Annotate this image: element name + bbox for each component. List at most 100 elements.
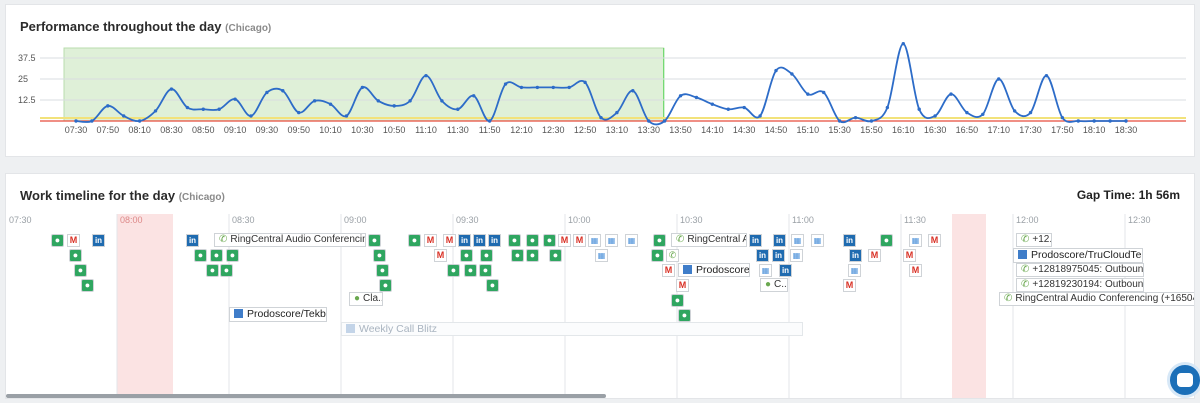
- gmail-icon[interactable]: M: [443, 234, 456, 247]
- gmail-icon[interactable]: M: [573, 234, 586, 247]
- hangouts-icon[interactable]: ●: [526, 234, 539, 247]
- linkedin-icon[interactable]: in: [488, 234, 501, 247]
- data-point: [631, 89, 635, 93]
- calendar-icon[interactable]: ▦: [848, 264, 861, 277]
- hangouts-icon[interactable]: ●: [368, 234, 381, 247]
- linkedin-icon[interactable]: in: [458, 234, 471, 247]
- data-point: [440, 99, 444, 103]
- hangouts-icon[interactable]: ●: [447, 264, 460, 277]
- gmail-icon[interactable]: M: [928, 234, 941, 247]
- linkedin-icon[interactable]: in: [749, 234, 762, 247]
- data-point: [201, 107, 205, 111]
- event-c[interactable]: ●C...: [760, 278, 788, 292]
- gmail-icon[interactable]: M: [558, 234, 571, 247]
- linkedin-icon[interactable]: in: [473, 234, 486, 247]
- hangouts-icon[interactable]: ●: [651, 249, 664, 262]
- phone-icon: ✆: [1021, 234, 1030, 245]
- gmail-icon[interactable]: M: [843, 279, 856, 292]
- calendar-icon[interactable]: ▦: [595, 249, 608, 262]
- event-cla[interactable]: ●Cla...: [349, 292, 383, 306]
- gmail-icon[interactable]: M: [424, 234, 437, 247]
- hangouts-icon[interactable]: ●: [460, 249, 473, 262]
- data-point: [328, 102, 333, 106]
- hangouts-icon[interactable]: ●: [51, 234, 64, 247]
- data-point: [599, 115, 603, 120]
- event-phone-12[interactable]: ✆+12...: [1016, 233, 1052, 247]
- calendar-icon[interactable]: ▦: [909, 234, 922, 247]
- x-tick-label: 09:10: [224, 125, 247, 135]
- gmail-icon[interactable]: M: [903, 249, 916, 262]
- hangouts-icon[interactable]: ●: [194, 249, 207, 262]
- linkedin-icon[interactable]: in: [849, 249, 862, 262]
- gmail-icon[interactable]: M: [662, 264, 675, 277]
- linkedin-icon[interactable]: in: [773, 234, 786, 247]
- gmail-icon[interactable]: M: [67, 234, 80, 247]
- hangouts-icon[interactable]: ●: [678, 309, 691, 322]
- data-point: [678, 94, 683, 98]
- event-weekly-call-blitz[interactable]: Weekly Call Blitz: [341, 322, 803, 336]
- hangouts-icon[interactable]: ●: [653, 234, 666, 247]
- data-point: [885, 105, 890, 110]
- horizontal-scrollbar[interactable]: [6, 394, 606, 398]
- calendar-icon[interactable]: ▦: [625, 234, 638, 247]
- hangouts-icon[interactable]: ●: [373, 249, 386, 262]
- gap-band: [952, 214, 986, 398]
- hangouts-icon[interactable]: ●: [880, 234, 893, 247]
- event-ringcentral-3[interactable]: ✆RingCentral Audio Conferencing (+165041…: [999, 292, 1194, 306]
- linkedin-icon[interactable]: in: [779, 264, 792, 277]
- project-tekboom[interactable]: Prodoscore/Tekboom: [229, 307, 327, 322]
- linkedin-icon[interactable]: in: [756, 249, 769, 262]
- hangouts-icon[interactable]: ●: [486, 279, 499, 292]
- hangouts-icon[interactable]: ●: [379, 279, 392, 292]
- calendar-icon[interactable]: ▦: [759, 264, 772, 277]
- project-short[interactable]: Prodoscore/...: [678, 263, 750, 277]
- gmail-icon[interactable]: M: [434, 249, 447, 262]
- event-label: Prodoscore/...: [696, 264, 750, 276]
- time-label: 10:30: [680, 215, 703, 225]
- hangouts-icon[interactable]: ●: [543, 234, 556, 247]
- hangouts-icon[interactable]: ●: [69, 249, 82, 262]
- project-icon: [1018, 250, 1027, 259]
- linkedin-icon[interactable]: in: [843, 234, 856, 247]
- linkedin-icon[interactable]: in: [772, 249, 785, 262]
- assistant-bot-button[interactable]: [1167, 362, 1200, 398]
- data-point: [217, 107, 221, 111]
- gmail-icon[interactable]: M: [868, 249, 881, 262]
- linkedin-icon[interactable]: in: [186, 234, 199, 247]
- hangouts-icon[interactable]: ●: [206, 264, 219, 277]
- data-point: [742, 105, 746, 110]
- hangouts-icon[interactable]: ●: [81, 279, 94, 292]
- x-tick-label: 11:10: [415, 125, 437, 135]
- hangouts-icon[interactable]: ●: [671, 294, 684, 307]
- data-point: [312, 99, 317, 103]
- event-ringcentral-2[interactable]: ✆RingCentral A...: [671, 233, 747, 247]
- linkedin-icon[interactable]: in: [92, 234, 105, 247]
- hangouts-icon[interactable]: ●: [376, 264, 389, 277]
- calendar-icon[interactable]: ▦: [791, 234, 804, 247]
- hangouts-icon[interactable]: ●: [480, 249, 493, 262]
- hangouts-icon[interactable]: ●: [549, 249, 562, 262]
- event-outbound-1[interactable]: ✆ +12818975045: Outbound: [1016, 263, 1144, 277]
- data-point: [519, 85, 524, 90]
- hangouts-icon[interactable]: ●: [74, 264, 87, 277]
- hangouts-icon[interactable]: ●: [210, 249, 223, 262]
- ringcentral-icon[interactable]: ✆: [666, 249, 679, 262]
- calendar-icon[interactable]: ▦: [588, 234, 601, 247]
- gmail-icon[interactable]: M: [909, 264, 922, 277]
- event-outbound-2[interactable]: ✆ +12819230194: Outbound: [1016, 278, 1144, 292]
- hangouts-icon[interactable]: ●: [220, 264, 233, 277]
- event-ringcentral-1[interactable]: ✆RingCentral Audio Conferencing ...: [214, 233, 366, 247]
- hangouts-icon[interactable]: ●: [408, 234, 421, 247]
- calendar-icon[interactable]: ▦: [605, 234, 618, 247]
- hangouts-icon[interactable]: ●: [464, 264, 477, 277]
- hangouts-icon[interactable]: ●: [526, 249, 539, 262]
- data-point: [647, 119, 651, 123]
- calendar-icon[interactable]: ▦: [790, 249, 803, 262]
- hangouts-icon[interactable]: ●: [226, 249, 239, 262]
- calendar-icon[interactable]: ▦: [811, 234, 824, 247]
- hangouts-icon[interactable]: ●: [508, 234, 521, 247]
- gmail-icon[interactable]: M: [676, 279, 689, 292]
- hangouts-icon[interactable]: ●: [479, 264, 492, 277]
- project-trucloudtech[interactable]: Prodoscore/TruCloudTech: [1013, 248, 1143, 263]
- hangouts-icon[interactable]: ●: [511, 249, 524, 262]
